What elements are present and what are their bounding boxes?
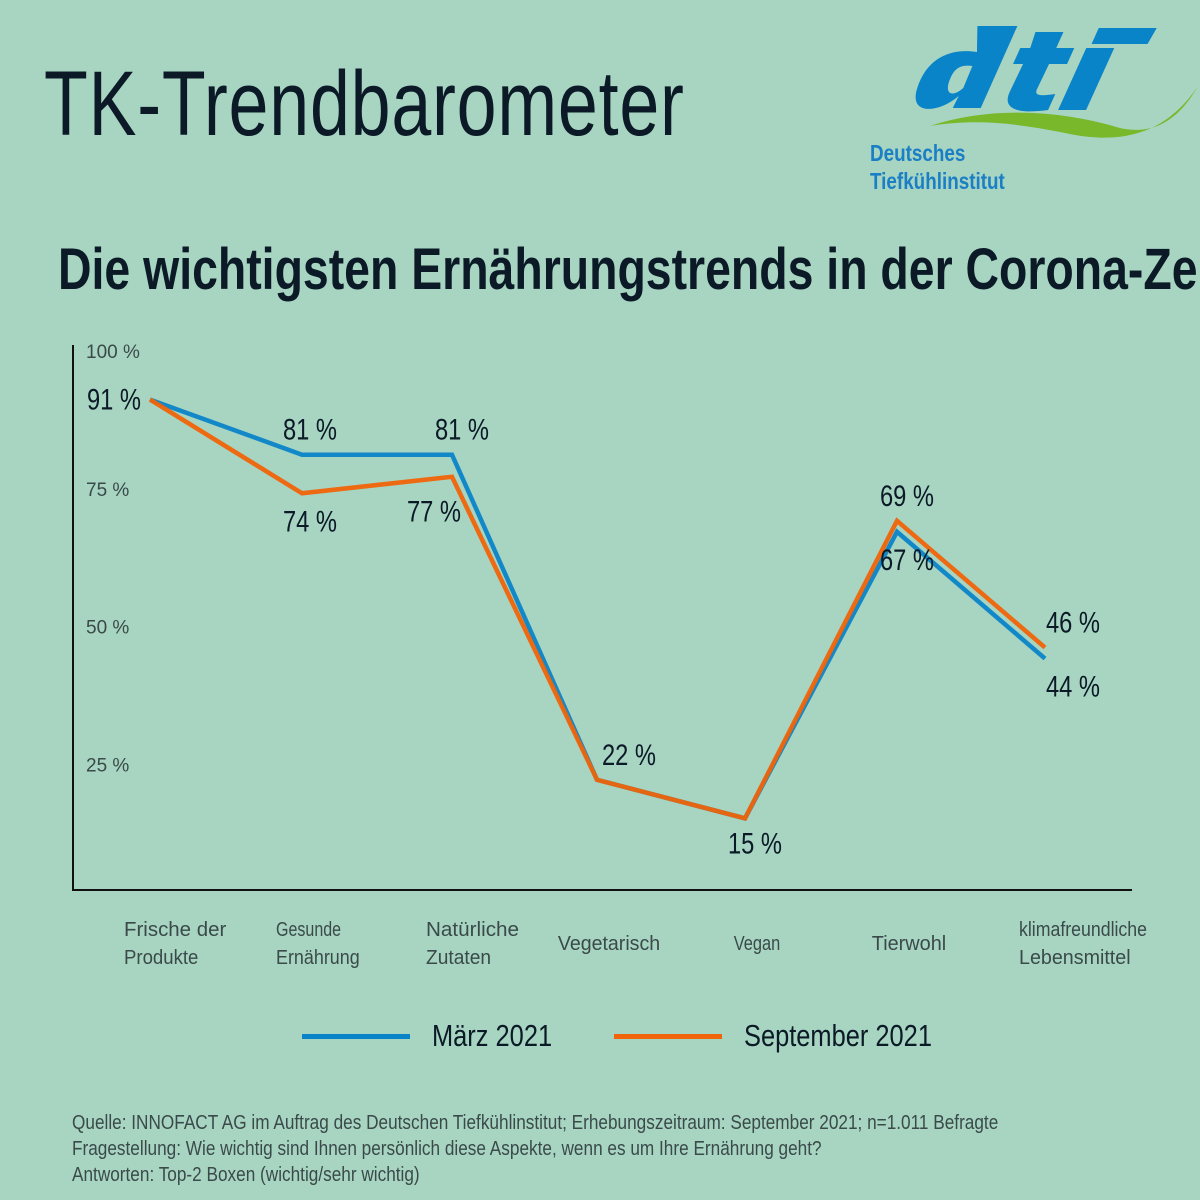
data-label: 22 % (602, 739, 656, 772)
y-tick-label: 25 % (86, 755, 129, 776)
x-tick-label: Tierwohl (872, 933, 946, 955)
y-tick-label: 50 % (86, 618, 129, 639)
data-label-march: 81 % (435, 414, 489, 447)
x-tick-label: Ernährung (276, 947, 360, 969)
line-chart: 100 % 75 % 50 % 25 % Frische der Produkte Gesu… (72, 342, 1147, 969)
x-tick-label: Zutaten (426, 947, 491, 969)
legend-label-march: März 2021 (432, 1018, 553, 1053)
series-line-september (148, 397, 1047, 821)
logo-line-1: Deutsches (870, 140, 966, 166)
legend-item-september: September 2021 (614, 1018, 973, 1054)
logo-line-2: Tiefkühlinstitut (870, 168, 1005, 194)
data-label-march: 81 % (283, 414, 337, 447)
x-tick-label: Natürliche (426, 919, 519, 941)
x-tick-label: klimafreundliche (1019, 919, 1147, 941)
legend-item-march: März 2021 (302, 1018, 578, 1054)
footnote-question: Fragestellung: Wie wichtig sind Ihnen pe… (72, 1138, 822, 1160)
x-tick-label: Vegan (734, 933, 781, 955)
data-label: 15 % (728, 827, 782, 860)
legend-label-september: September 2021 (744, 1018, 932, 1053)
data-label-september: 46 % (1046, 607, 1100, 640)
data-label-march: 44 % (1046, 671, 1100, 704)
x-tick-label: Produkte (124, 947, 198, 969)
legend-swatch-march (302, 1033, 410, 1039)
data-label: 91 % (87, 384, 141, 417)
x-tick-label: Frische der (124, 919, 227, 941)
data-label-march: 67 % (880, 544, 934, 577)
y-tick-label: 100 % (86, 342, 140, 363)
legend-swatch-september (614, 1033, 722, 1039)
x-tick-label: Gesunde (276, 919, 341, 941)
data-label-september: 74 % (283, 505, 337, 538)
data-label-september: 77 % (407, 496, 461, 529)
footnote-answers: Antworten: Top-2 Boxen (wichtig/sehr wic… (72, 1164, 420, 1186)
y-tick-label: 75 % (86, 480, 129, 501)
x-tick-label: Vegetarisch (558, 933, 660, 955)
data-label-september: 69 % (880, 480, 934, 513)
footnote: Quelle: INNOFACT AG im Auftrag des Deuts… (72, 1110, 998, 1188)
series-line-march (149, 397, 1047, 821)
page-title: TK-Trendbarometer (44, 53, 685, 155)
dti-logo: Deutsches Tiefkühlinstitut (870, 18, 1200, 198)
footnote-source: Quelle: INNOFACT AG im Auftrag des Deuts… (72, 1112, 999, 1134)
chart-title: Die wichtigsten Ernährungstrends in der … (58, 237, 1200, 302)
x-tick-label: Lebensmittel (1019, 947, 1131, 969)
dti-logo-mark-icon (915, 26, 1198, 138)
